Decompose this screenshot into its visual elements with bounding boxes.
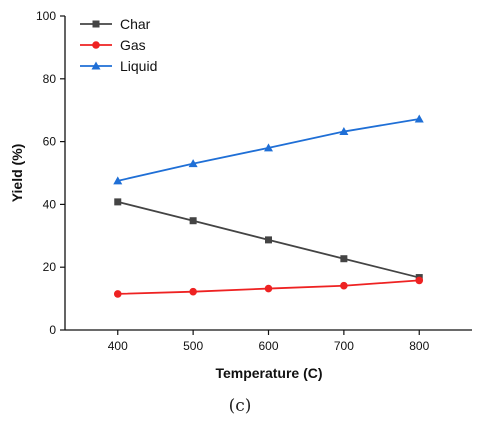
gas-point <box>415 276 424 285</box>
legend-marker-char <box>92 20 100 28</box>
axes: 400 500 600 700 800 0 20 40 60 80 100 <box>36 9 472 353</box>
y-tick-label: 60 <box>43 135 57 149</box>
char-point <box>114 198 122 206</box>
gas-point <box>113 290 122 298</box>
liquid-point <box>414 114 424 123</box>
gas-point <box>340 281 348 290</box>
legend-marker-liquid <box>91 61 101 70</box>
legend-label-char: Char <box>120 16 151 32</box>
liquid-point <box>339 127 349 136</box>
char-point <box>189 217 197 225</box>
series-gas <box>113 276 424 298</box>
gas-point <box>264 284 273 293</box>
char-point <box>265 236 272 244</box>
series-liquid <box>113 114 424 185</box>
liquid-point <box>188 159 198 168</box>
y-tick-label: 80 <box>43 72 57 86</box>
legend: Char Gas Liquid <box>80 16 157 74</box>
series-char <box>114 198 423 282</box>
x-tick-label: 800 <box>409 339 429 353</box>
plot-area <box>113 114 424 298</box>
x-tick-label: 400 <box>108 339 128 353</box>
gas-point <box>189 287 197 296</box>
x-axis-title: Temperature (C) <box>215 365 322 381</box>
y-axis-title: Yield (%) <box>9 144 25 203</box>
legend-label-gas: Gas <box>120 37 146 53</box>
y-tick-label: 20 <box>43 260 57 274</box>
liquid-point <box>113 176 123 185</box>
y-tick-label: 40 <box>43 197 57 211</box>
char-point <box>340 255 348 263</box>
x-tick-label: 700 <box>334 339 354 353</box>
y-tick-label: 100 <box>36 9 56 23</box>
x-ticks: 400 500 600 700 800 <box>108 330 430 353</box>
legend-label-liquid: Liquid <box>120 58 157 74</box>
legend-item-liquid: Liquid <box>80 58 157 74</box>
liquid-point <box>264 143 273 152</box>
figure-caption: (c) <box>228 396 252 416</box>
y-ticks: 0 20 40 60 80 100 <box>36 9 65 337</box>
x-tick-label: 600 <box>258 339 278 353</box>
legend-item-gas: Gas <box>80 37 146 53</box>
legend-item-char: Char <box>80 16 151 32</box>
y-tick-label: 0 <box>49 323 56 337</box>
line-chart: 400 500 600 700 800 0 20 40 60 80 100 Temperature… <box>9 9 472 381</box>
x-tick-label: 500 <box>183 339 203 353</box>
legend-marker-gas <box>92 41 100 49</box>
